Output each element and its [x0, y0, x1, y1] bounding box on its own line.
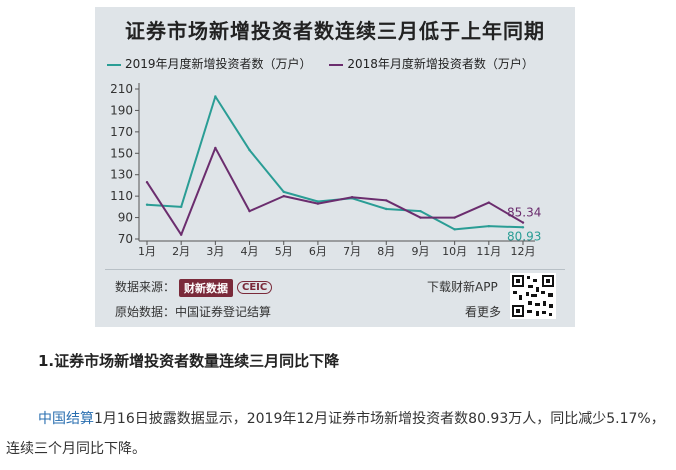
x-tick-label: 7月: [343, 245, 361, 258]
data-point-2019: [179, 205, 183, 209]
data-point-2019: [248, 148, 251, 152]
data-source-label: 数据来源：: [115, 280, 176, 294]
y-tick-label: 90: [118, 211, 133, 225]
ceic-logo: CEIC: [237, 281, 273, 294]
y-tick-label: 170: [110, 125, 133, 139]
x-tick-label: 11月: [476, 245, 501, 258]
x-tick-label: 2月: [172, 245, 190, 258]
paragraph-text: 1月16日披露数据显示，2019年12月证券市场新增投资者数80.93万人，同比…: [6, 411, 665, 457]
section-heading: 1.证券市场新增投资者数量连续三月同比下降: [38, 352, 340, 370]
data-point-2019: [214, 95, 217, 98]
x-tick-label: 1月: [138, 245, 156, 258]
data-point-2018: [214, 146, 217, 150]
legend-swatch-2019: [107, 63, 121, 66]
legend-item-2019: 2019年月度新增投资者数（万户）: [107, 55, 312, 72]
legend-label-2018: 2018年月度新增投资者数（万户）: [347, 57, 534, 71]
x-tick-label: 12月: [511, 245, 536, 258]
x-tick-label: 6月: [309, 245, 327, 258]
download-app-text[interactable]: 下载财新APP: [427, 280, 498, 294]
data-point-2018: [487, 201, 491, 204]
data-point-2019: [419, 209, 422, 213]
data-point-2019: [453, 228, 456, 231]
caixin-data-logo: 财新数据: [179, 278, 234, 297]
china-clearing-link[interactable]: 中国结算: [38, 411, 94, 427]
y-tick-label: 130: [110, 168, 133, 182]
footer-divider: [105, 269, 565, 270]
y-tick-label: 190: [110, 103, 133, 117]
series-line-2019: [146, 95, 524, 231]
chart-title: 证券市场新增投资者数连续三月低于上年同期: [125, 19, 545, 43]
x-tick-label: 4月: [241, 245, 259, 258]
original-source-line: 原始数据：中国证券登记结算: [115, 305, 272, 319]
data-point-2019: [487, 224, 491, 228]
data-point-2018: [453, 216, 456, 219]
y-tick-label: 70: [118, 232, 133, 246]
data-point-2019: [145, 203, 149, 206]
x-tick-label: 9月: [411, 245, 429, 258]
article-paragraph: 中国结算1月16日披露数据显示，2019年12月证券市场新增投资者数80.93万…: [6, 404, 666, 464]
data-point-2018: [521, 221, 525, 224]
chart-figure: 证券市场新增投资者数连续三月低于上年同期 2019年月度新增投资者数（万户） 2…: [95, 7, 575, 327]
data-point-2019: [316, 200, 320, 203]
data-point-2019: [385, 207, 388, 211]
y-tick-label: 110: [110, 189, 133, 203]
x-tick-label: 3月: [206, 245, 224, 258]
qr-code-icon[interactable]: [510, 273, 556, 319]
see-more-text[interactable]: 看更多: [465, 305, 502, 319]
end-label-2018: 85.34: [507, 206, 541, 220]
data-point-2018: [385, 199, 388, 202]
chart-legend: 2019年月度新增投资者数（万户） 2018年月度新增投资者数（万户）: [107, 55, 548, 72]
data-source-line: 数据来源： 财新数据 CEIC: [115, 278, 273, 297]
data-point-2018: [145, 181, 149, 184]
data-point-2018: [248, 209, 251, 213]
line-chart-plot: 70 90 110 130 150 170 190 210 1月 2月 3月 4月 5月 6月 7月 8月 9月…: [110, 82, 541, 258]
data-point-2019: [282, 190, 285, 194]
x-tick-label: 8月: [377, 245, 395, 258]
data-point-2018: [350, 196, 354, 199]
data-point-2018: [419, 216, 422, 219]
end-label-2019: 80.93: [507, 229, 541, 243]
series-line-2018: [146, 146, 524, 236]
x-tick-label: 10月: [442, 245, 467, 258]
y-tick-label: 210: [110, 82, 133, 96]
y-tick-label: 150: [110, 146, 133, 160]
legend-swatch-2018: [329, 63, 344, 66]
data-point-2018: [316, 202, 320, 205]
legend-item-2018: 2018年月度新增投资者数（万户）: [329, 55, 534, 72]
data-point-2018: [282, 194, 285, 198]
x-tick-label: 5月: [275, 245, 293, 258]
data-point-2018: [179, 233, 183, 236]
data-point-2019: [521, 226, 525, 229]
legend-label-2019: 2019年月度新增投资者数（万户）: [125, 57, 312, 71]
